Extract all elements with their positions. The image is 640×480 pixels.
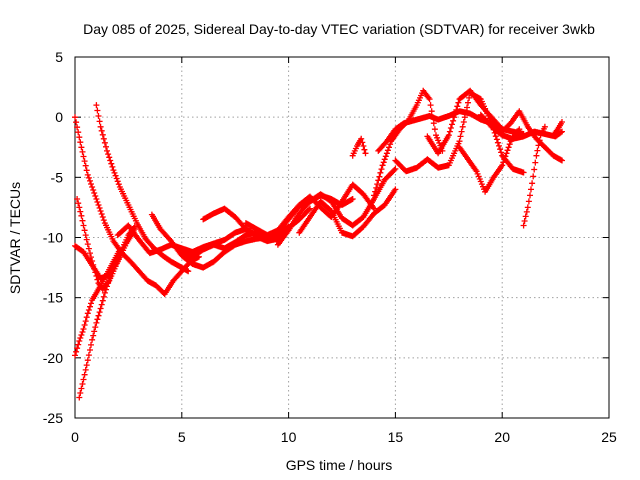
series-markers <box>392 90 527 176</box>
x-tick-label: 5 <box>178 429 186 445</box>
series-track-22 <box>520 123 548 229</box>
y-tick-label: -15 <box>43 290 63 306</box>
series-markers <box>76 256 121 401</box>
series-markers <box>499 108 565 164</box>
series-track-17 <box>392 90 527 176</box>
y-tick-label: -5 <box>51 169 64 185</box>
series-track-5 <box>76 256 121 401</box>
x-tick-label: 25 <box>601 429 617 445</box>
series-track-14 <box>349 135 369 159</box>
y-tick-label: -25 <box>43 410 63 426</box>
series-track-1 <box>72 114 202 298</box>
series-track-4 <box>72 246 123 359</box>
series-markers <box>72 246 123 359</box>
series-markers <box>349 135 369 159</box>
y-tick-label: -10 <box>43 230 63 246</box>
series-track-21 <box>499 108 565 164</box>
series-markers <box>296 186 399 240</box>
data-layer <box>72 87 565 401</box>
chart-title: Day 085 of 2025, Sidereal Day-to-day VTE… <box>83 21 595 37</box>
series-track-12 <box>274 165 399 248</box>
y-axis-label: SDTVAR / TECUs <box>7 182 23 294</box>
x-tick-label: 20 <box>494 429 510 445</box>
series-markers <box>550 119 565 139</box>
series-markers <box>72 114 202 298</box>
axes: 0 5 10 15 20 25 -25 -20 -15 -10 -5 0 5 <box>43 49 617 445</box>
y-tick-label: 5 <box>55 49 63 65</box>
y-tick-label: -20 <box>43 350 63 366</box>
series-track-23 <box>550 119 565 139</box>
x-tick-label: 10 <box>281 429 297 445</box>
grid <box>75 57 609 418</box>
x-axis-label: GPS time / hours <box>286 457 393 473</box>
series-markers <box>520 123 548 229</box>
x-tick-label: 15 <box>388 429 404 445</box>
x-tick-label: 0 <box>71 429 79 445</box>
series-track-13 <box>296 186 399 240</box>
series-markers <box>274 165 399 248</box>
y-tick-label: 0 <box>55 109 63 125</box>
